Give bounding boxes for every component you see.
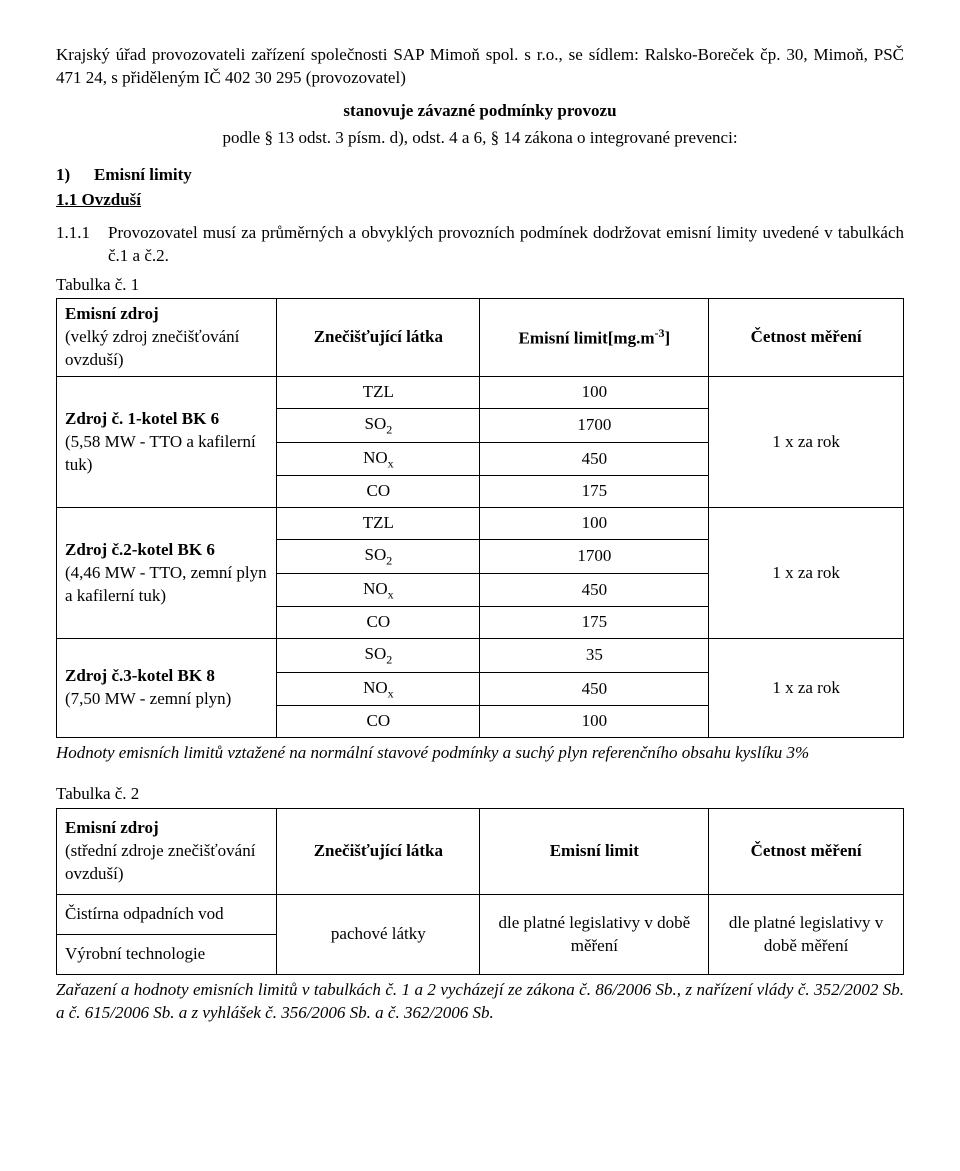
pollutant-cell: CO bbox=[277, 476, 480, 508]
limit-cell: 100 bbox=[480, 508, 709, 540]
table-row: Zdroj č.3-kotel BK 8 (7,50 MW - zemní pl… bbox=[57, 639, 904, 673]
source-1-desc: (5,58 MW - TTO a kafilerní tuk) bbox=[65, 432, 256, 474]
limit-cell: 450 bbox=[480, 442, 709, 476]
source-2-title: Zdroj č.2-kotel BK 6 bbox=[65, 540, 215, 559]
table-1-h1-desc: (velký zdroj znečišťování ovzduší) bbox=[65, 327, 239, 369]
intro-paragraph: Krajský úřad provozovateli zařízení spol… bbox=[56, 44, 904, 90]
table-2-row2: Výrobní technologie bbox=[57, 935, 277, 975]
section-1-title: Emisní limity bbox=[94, 164, 192, 187]
subscript: 2 bbox=[386, 554, 392, 568]
pollutant-cell: SO bbox=[364, 545, 386, 564]
section-1-row: 1) Emisní limity bbox=[56, 164, 904, 187]
section-1-1-1-row: 1.1.1 Provozovatel musí za průměrných a … bbox=[56, 222, 904, 268]
table-1-header-row: Emisní zdroj (velký zdroj znečišťování o… bbox=[57, 299, 904, 377]
pollutant-cell: TZL bbox=[277, 508, 480, 540]
limit-cell: 175 bbox=[480, 476, 709, 508]
section-1-num: 1) bbox=[56, 164, 94, 187]
subscript: 2 bbox=[386, 653, 392, 667]
table-1-h4: Četnost měření bbox=[751, 327, 862, 346]
section-1-1-title: 1.1 Ovzduší bbox=[56, 189, 904, 212]
limit-cell: 35 bbox=[480, 639, 709, 673]
limit-cell: 1700 bbox=[480, 409, 709, 443]
pollutant-cell: SO bbox=[364, 644, 386, 663]
table-2-h4: Četnost měření bbox=[709, 809, 904, 895]
subscript: x bbox=[388, 587, 394, 601]
table-2-h3: Emisní limit bbox=[480, 809, 709, 895]
table-1-h1-bold: Emisní zdroj bbox=[65, 304, 159, 323]
table-2-pollutant: pachové látky bbox=[277, 895, 480, 975]
freq-cell: 1 x za rok bbox=[709, 639, 904, 738]
freq-cell: 1 x za rok bbox=[709, 508, 904, 639]
table-1-note: Hodnoty emisních limitů vztažené na norm… bbox=[56, 742, 904, 765]
table-row: Čistírna odpadních vod pachové látky dle… bbox=[57, 895, 904, 935]
limit-cell: 175 bbox=[480, 607, 709, 639]
source-1-title: Zdroj č. 1-kotel BK 6 bbox=[65, 409, 219, 428]
center-subline: podle § 13 odst. 3 písm. d), odst. 4 a 6… bbox=[56, 127, 904, 150]
source-3-title: Zdroj č.3-kotel BK 8 bbox=[65, 666, 215, 685]
subscript: 2 bbox=[386, 423, 392, 437]
table-2-note: Zařazení a hodnoty emisních limitů v tab… bbox=[56, 979, 904, 1025]
table-2-freq: dle platné legislativy v době měření bbox=[709, 895, 904, 975]
table-row: Zdroj č. 1-kotel BK 6 (5,58 MW - TTO a k… bbox=[57, 377, 904, 409]
table-2: Emisní zdroj (střední zdroje znečišťován… bbox=[56, 808, 904, 975]
limit-cell: 450 bbox=[480, 573, 709, 607]
table-2-caption: Tabulka č. 2 bbox=[56, 783, 904, 806]
source-2-desc: (4,46 MW - TTO, zemní plyn a kafilerní t… bbox=[65, 563, 267, 605]
pollutant-cell: CO bbox=[277, 706, 480, 738]
table-2-h1-bold: Emisní zdroj bbox=[65, 818, 159, 837]
pollutant-cell: TZL bbox=[277, 377, 480, 409]
pollutant-cell: SO bbox=[364, 414, 386, 433]
table-1: Emisní zdroj (velký zdroj znečišťování o… bbox=[56, 298, 904, 738]
section-1-1-1-num: 1.1.1 bbox=[56, 222, 108, 268]
table-2-limit: dle platné legislativy v době měření bbox=[480, 895, 709, 975]
subscript: x bbox=[388, 456, 394, 470]
pollutant-cell: CO bbox=[277, 607, 480, 639]
subscript: x bbox=[388, 686, 394, 700]
pollutant-cell: NO bbox=[363, 448, 388, 467]
limit-cell: 450 bbox=[480, 672, 709, 706]
source-3-desc: (7,50 MW - zemní plyn) bbox=[65, 689, 231, 708]
table-1-h3-pre: Emisní limit[mg.m bbox=[518, 329, 654, 348]
section-1-1-1-text: Provozovatel musí za průměrných a obvykl… bbox=[108, 222, 904, 268]
table-1-h3-sup: -3 bbox=[654, 326, 664, 340]
limit-cell: 100 bbox=[480, 706, 709, 738]
table-2-header-row: Emisní zdroj (střední zdroje znečišťován… bbox=[57, 809, 904, 895]
center-heading: stanovuje závazné podmínky provozu bbox=[56, 100, 904, 123]
table-2-h2: Znečišťující látka bbox=[277, 809, 480, 895]
table-1-h3-post: ] bbox=[664, 329, 670, 348]
table-row: Zdroj č.2-kotel BK 6 (4,46 MW - TTO, zem… bbox=[57, 508, 904, 540]
table-2-h1-desc: (střední zdroje znečišťování ovzduší) bbox=[65, 841, 255, 883]
limit-cell: 1700 bbox=[480, 540, 709, 574]
table-1-caption: Tabulka č. 1 bbox=[56, 274, 904, 297]
pollutant-cell: NO bbox=[363, 579, 388, 598]
table-1-h2: Znečišťující látka bbox=[314, 327, 443, 346]
limit-cell: 100 bbox=[480, 377, 709, 409]
freq-cell: 1 x za rok bbox=[709, 377, 904, 508]
pollutant-cell: NO bbox=[363, 678, 388, 697]
table-2-row1: Čistírna odpadních vod bbox=[57, 895, 277, 935]
